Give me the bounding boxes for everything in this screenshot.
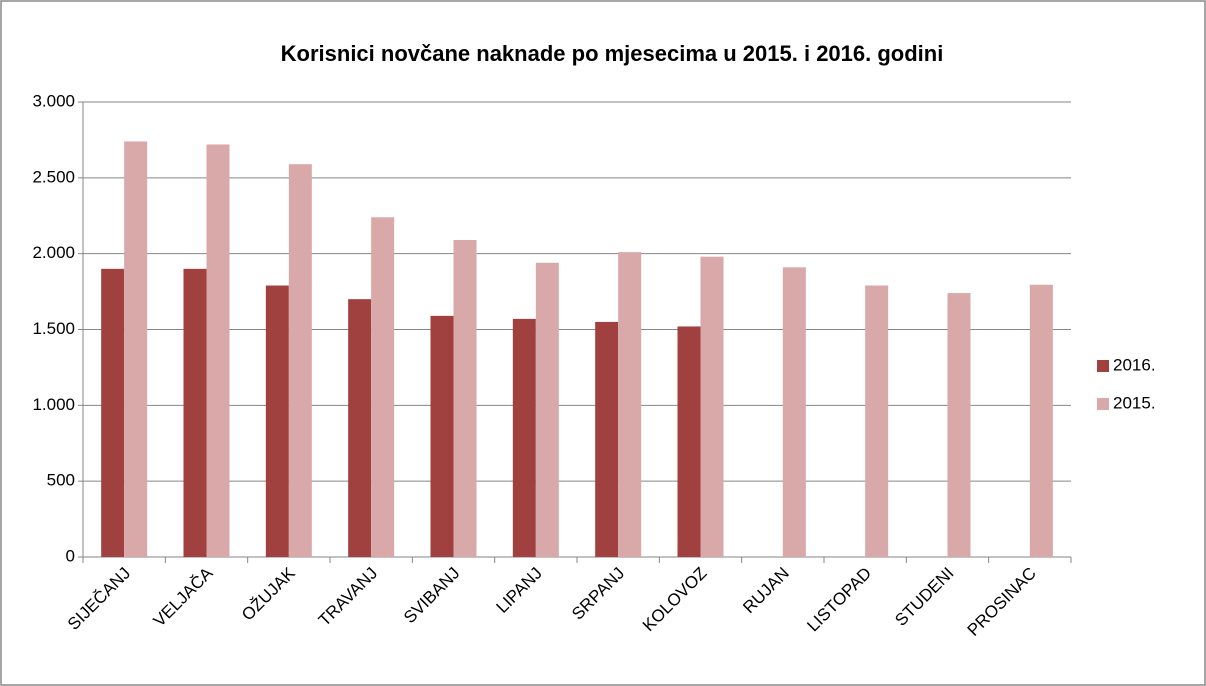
bar xyxy=(430,315,454,557)
bar xyxy=(183,268,207,557)
chart-title: Korisnici novčane naknade po mjesecima u… xyxy=(281,41,944,66)
bar xyxy=(288,164,312,557)
bar xyxy=(453,240,477,557)
bar xyxy=(618,252,642,557)
y-tick-label: 2.500 xyxy=(32,167,75,186)
bar xyxy=(371,217,395,557)
y-tick-label: 2.000 xyxy=(32,243,75,262)
y-tick-label: 1.500 xyxy=(32,319,75,338)
bar xyxy=(206,144,230,557)
legend-label: 2016. xyxy=(1113,355,1156,374)
bar xyxy=(947,293,971,557)
y-tick-label: 1.000 xyxy=(32,395,75,414)
bar xyxy=(1029,284,1053,557)
bar xyxy=(265,285,289,557)
bar xyxy=(101,268,125,557)
bar xyxy=(595,321,619,557)
legend-swatch xyxy=(1097,398,1109,410)
bar xyxy=(512,318,536,557)
bar xyxy=(535,262,559,557)
bar xyxy=(677,326,701,557)
y-tick-label: 0 xyxy=(66,546,75,565)
y-tick-label: 3.000 xyxy=(32,91,75,110)
legend-swatch xyxy=(1097,360,1109,372)
legend-label: 2015. xyxy=(1113,393,1156,412)
bar xyxy=(782,267,806,557)
bar xyxy=(700,256,724,557)
y-tick-label: 500 xyxy=(47,471,75,490)
bar xyxy=(348,299,372,557)
bar xyxy=(124,141,148,557)
bar xyxy=(865,285,889,557)
